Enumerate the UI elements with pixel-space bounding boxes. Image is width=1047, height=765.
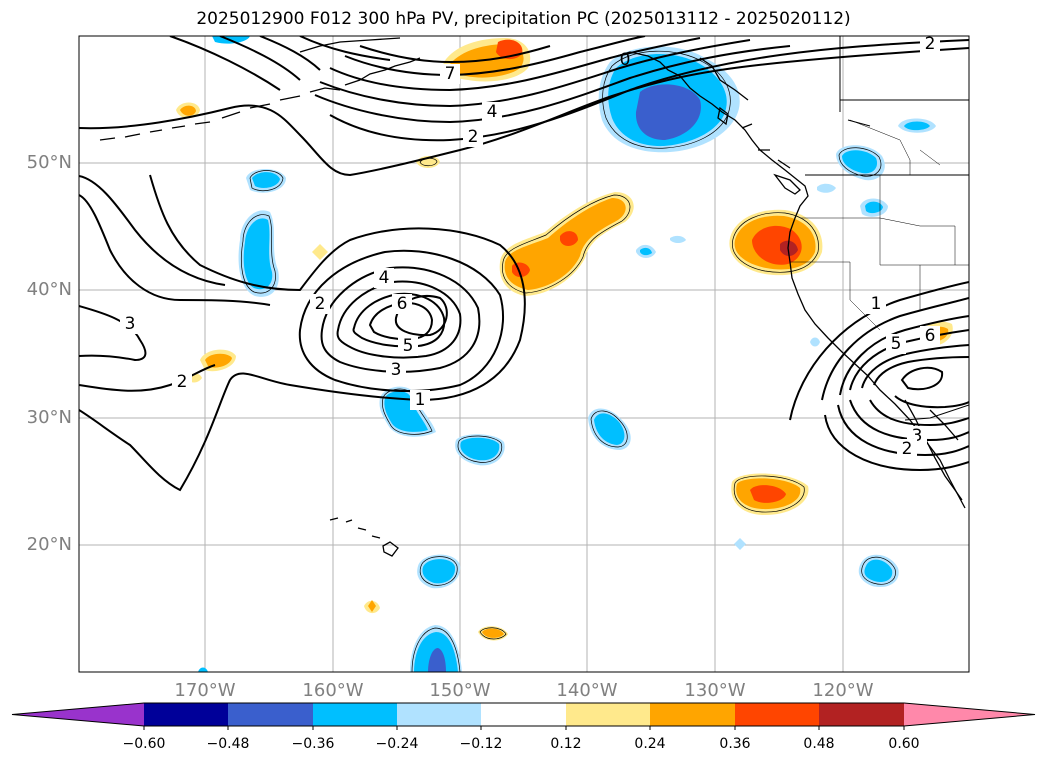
lon-label-160w: 160°W — [302, 680, 364, 701]
colorbar-swatch — [397, 703, 481, 726]
colorbar-tick-label: 0.24 — [634, 736, 666, 752]
contour-label: 1 — [415, 390, 426, 410]
colorbar-tick-label: 0.12 — [550, 736, 582, 752]
colorbar-tick-label: −0.24 — [375, 736, 419, 752]
contour-label: 0 — [620, 50, 631, 70]
colorbar-tick-label: 0.36 — [719, 736, 751, 752]
colorbar-tick-label: 0.48 — [803, 736, 835, 752]
colorbar-swatch — [819, 703, 904, 726]
contour-label: 2 — [315, 294, 326, 314]
contour-label: 1 — [871, 294, 882, 314]
contour-label: 3 — [391, 360, 402, 380]
contour-label: 2 — [925, 34, 936, 54]
colorbar-swatch — [481, 703, 566, 726]
contour-label: 2 — [468, 127, 479, 147]
plot-frame — [78, 35, 970, 673]
colorbar-swatch — [313, 703, 397, 726]
map-title: 2025012900 F012 300 hPa PV, precipitatio… — [196, 9, 851, 29]
colorbar-extend-min — [12, 703, 144, 726]
contour-label: 4 — [487, 102, 498, 122]
state-borders — [790, 119, 969, 331]
lat-label-30n: 30°N — [26, 407, 72, 428]
lon-label-140w: 140°W — [556, 680, 618, 701]
contour-label: 7 — [445, 64, 456, 84]
colorbar-tick-label: −0.12 — [459, 736, 503, 752]
contour-labels: 2 7 4 2 0 4 6 5 3 1 2 3 2 1 — [120, 34, 940, 459]
colorbar-extend-max — [904, 703, 1035, 726]
contour-label: 3 — [912, 426, 923, 446]
contour-label: 3 — [125, 314, 136, 334]
colorbar — [11, 702, 1036, 730]
lat-label-40n: 40°N — [26, 279, 72, 300]
colorbar-swatch — [735, 703, 819, 726]
lon-label-130w: 130°W — [684, 680, 746, 701]
colorbar-swatch — [566, 703, 650, 726]
colorbar-tick-label: −0.48 — [206, 736, 250, 752]
contour-label: 2 — [177, 372, 188, 392]
pv-contours — [79, 36, 969, 492]
lat-label-20n: 20°N — [26, 534, 72, 555]
colorbar-tick-label: −0.36 — [291, 736, 335, 752]
precipitation-outlines — [240, 50, 896, 672]
lat-label-50n: 50°N — [26, 152, 72, 173]
colorbar-swatch — [228, 703, 313, 726]
lon-label-150w: 150°W — [429, 680, 491, 701]
contour-label: 6 — [397, 294, 408, 314]
map-plot-area: 2 7 4 2 0 4 6 5 3 1 2 3 2 1 — [79, 34, 969, 672]
contour-label: 4 — [379, 268, 390, 288]
colorbar-tick-label: −0.60 — [122, 736, 166, 752]
contour-label: 2 — [902, 439, 913, 459]
contour-label: 5 — [403, 336, 414, 356]
contour-label: 6 — [925, 326, 936, 346]
colorbar-swatch — [144, 703, 228, 726]
contour-label: 5 — [891, 334, 902, 354]
gridlines — [79, 36, 969, 672]
lon-label-120w: 120°W — [812, 680, 874, 701]
colorbar-swatch — [650, 703, 735, 726]
colorbar-tick-label: 0.60 — [888, 736, 920, 752]
lon-label-170w: 170°W — [174, 680, 236, 701]
